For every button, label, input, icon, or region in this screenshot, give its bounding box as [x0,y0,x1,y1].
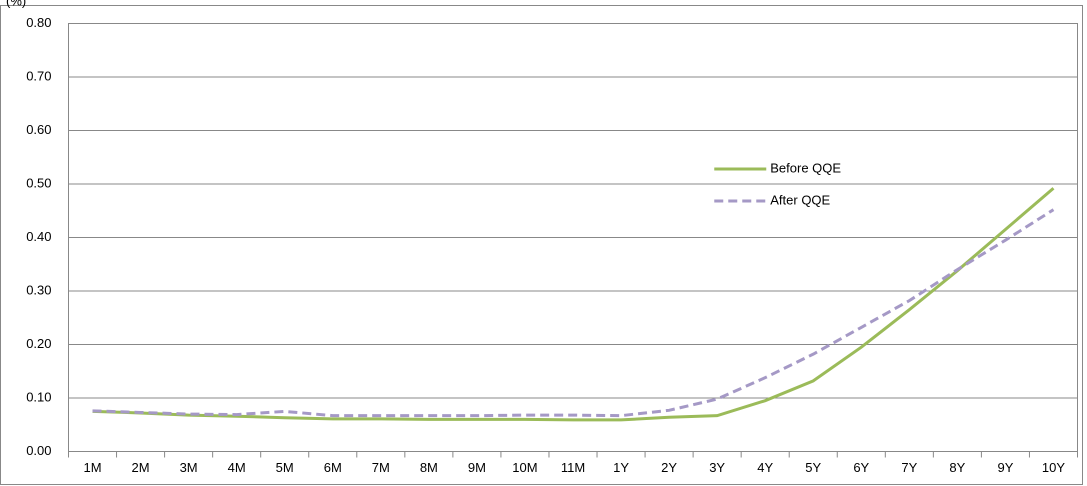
x-tick-label: 1Y [613,460,629,475]
y-axis-label: (%) [6,0,26,8]
y-tick-label: 0.00 [26,443,51,458]
x-tick-label: 11M [561,460,585,475]
y-tick-label: 0.50 [26,175,51,190]
series-line [92,187,1055,422]
x-tick-label: 6Y [853,460,869,475]
x-tick-label: 4Y [757,460,773,475]
x-tick-label: 1M [83,460,101,475]
x-tick-label: 4M [228,460,246,475]
y-tick-label: 0.10 [26,389,51,404]
legend-label: After QQE [770,192,830,207]
x-tick-label: 7Y [901,460,917,475]
x-tick-label: 3Y [709,460,725,475]
x-tick-label: 5M [276,460,294,475]
x-tick-label: 8Y [949,460,965,475]
y-tick-label: 0.80 [26,15,51,30]
x-tick-label: 10Y [1042,460,1065,475]
y-tick-label: 0.20 [26,336,51,351]
series-line [92,208,1055,418]
y-tick-label: 0.60 [26,122,51,137]
y-tick-label: 0.70 [26,68,51,83]
x-tick-label: 9M [468,460,486,475]
x-tick-label: 9Y [997,460,1013,475]
x-tick-label: 3M [180,460,198,475]
y-tick-label: 0.40 [26,229,51,244]
y-tick-label: 0.30 [26,282,51,297]
chart-frame [0,5,1083,485]
x-tick-label: 2M [132,460,150,475]
x-tick-label: 10M [512,460,537,475]
legend-label: Before QQE [770,160,841,175]
x-tick-label: 6M [324,460,342,475]
x-tick-label: 8M [420,460,438,475]
x-tick-label: 5Y [805,460,821,475]
x-tick-label: 2Y [661,460,677,475]
x-tick-label: 7M [372,460,390,475]
